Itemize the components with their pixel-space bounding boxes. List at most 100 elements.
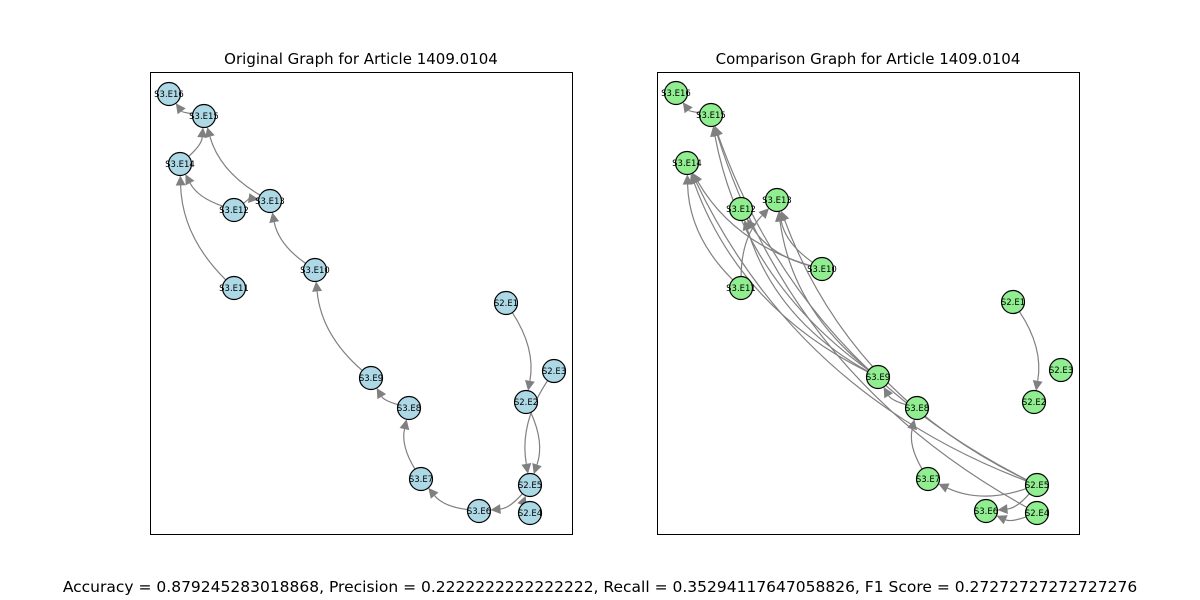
- node-label: S3.E10: [300, 266, 330, 276]
- node-label: S3.E10: [807, 265, 837, 275]
- edge-S3.E11-S3.E13: [740, 215, 763, 277]
- node-S3.E10: S3.E10: [300, 257, 330, 283]
- node-circle: [221, 275, 247, 301]
- node-circle: [904, 395, 930, 421]
- node-S3.E6: S3.E6: [467, 498, 491, 524]
- node-S3.E12: S3.E12: [726, 196, 756, 222]
- node-label: S3.E13: [762, 196, 792, 206]
- node-label: S3.E7: [916, 475, 940, 485]
- node-S2.E3: S2.E3: [1049, 357, 1073, 383]
- node-circle: [541, 358, 567, 384]
- node-S2.E4: S2.E4: [1025, 500, 1049, 526]
- node-circle: [674, 150, 700, 176]
- node-S3.E7: S3.E7: [409, 466, 433, 492]
- node-circle: [698, 102, 724, 128]
- arrowhead-S3.E9-S3.E10: [312, 281, 323, 292]
- node-label: S3.E12: [219, 206, 249, 216]
- arrowhead-S2.E4-S3.E6: [996, 515, 1008, 525]
- comparison-graph-frame: [657, 72, 1080, 535]
- node-circle: [1021, 389, 1047, 415]
- node-circle: [915, 466, 941, 492]
- node-circle: [257, 188, 283, 214]
- node-label: S2.E1: [494, 299, 518, 309]
- node-label: S2.E4: [1025, 509, 1049, 519]
- node-S3.E16: S3.E16: [154, 81, 184, 107]
- edge-S2.E5-S3.E15: [717, 135, 1027, 481]
- node-circle: [396, 395, 422, 421]
- edge-S3.E9-S3.E13: [779, 221, 870, 371]
- node-circle: [513, 389, 539, 415]
- node-S3.E14: S3.E14: [672, 150, 702, 176]
- node-circle: [191, 103, 217, 129]
- node-circle: [728, 275, 754, 301]
- edge-S3.E12-S3.E14: [189, 182, 224, 207]
- node-circle: [517, 472, 543, 498]
- node-label: S3.E12: [726, 205, 756, 215]
- edge-S3.E7-S3.E8: [910, 428, 923, 470]
- node-label: S2.E5: [518, 481, 542, 491]
- node-label: S3.E8: [905, 404, 929, 414]
- node-circle: [493, 290, 519, 316]
- arrowhead-S3.E15-S3.E16: [682, 102, 693, 114]
- node-label: S3.E15: [189, 112, 219, 122]
- arrowhead-S3.E11-S3.E14: [175, 175, 186, 186]
- arrowhead-S3.E9-S3.E12: [742, 220, 753, 231]
- node-label: S3.E15: [696, 111, 726, 121]
- edge-S2.E5-S3.E14: [695, 182, 1027, 482]
- node-S3.E9: S3.E9: [359, 365, 383, 391]
- edge-S3.E8-S3.E9: [888, 395, 907, 406]
- arrowhead-S3.E13-S3.E15: [205, 127, 215, 138]
- arrowhead-S2.E4-S3.E15: [712, 126, 723, 137]
- node-label: S3.E9: [359, 374, 383, 384]
- node-label: S2.E1: [1001, 298, 1025, 308]
- arrowhead-S3.E15-S3.E16: [175, 103, 186, 115]
- node-circle: [764, 187, 790, 213]
- node-label: S3.E16: [661, 89, 691, 99]
- edge-S2.E1-S2.E2: [1018, 311, 1040, 381]
- node-label: S3.E9: [866, 373, 890, 383]
- arrowhead-S2.E5-S3.E7: [938, 483, 950, 493]
- node-label: S2.E2: [1022, 398, 1046, 408]
- arrowhead-S2.E2-S2.E5: [532, 463, 542, 475]
- arrowhead-S2.E3-S2.E5: [521, 463, 532, 474]
- node-S2.E3: S2.E3: [541, 358, 567, 384]
- node-S3.E13: S3.E13: [255, 188, 285, 214]
- node-S3.E16: S3.E16: [661, 80, 691, 106]
- node-S2.E5: S2.E5: [1024, 472, 1050, 498]
- node-label: S3.E6: [974, 507, 998, 517]
- node-S2.E2: S2.E2: [513, 389, 539, 415]
- arrowhead-S2.E1-S2.E2: [525, 380, 535, 391]
- arrowhead-S3.E8-S3.E9: [376, 388, 387, 400]
- edge-S3.E13-S3.E15: [209, 136, 261, 196]
- node-S2.E1: S2.E1: [1001, 289, 1025, 315]
- edge-S3.E10-S3.E12: [751, 226, 812, 267]
- edge-S2.E2-S2.E5: [530, 412, 541, 465]
- original-graph-title: Original Graph for Article 1409.0104: [224, 50, 498, 68]
- node-label: S3.E14: [165, 160, 195, 170]
- metrics-caption: Accuracy = 0.879245283018868, Precision …: [62, 578, 1138, 596]
- edge-S3.E8-S3.E9: [381, 396, 399, 406]
- node-S3.E15: S3.E15: [696, 102, 726, 128]
- edge-S2.E5-S3.E6: [500, 493, 523, 510]
- node-circle: [865, 364, 891, 390]
- arrowhead-S2.E5-S3.E6: [490, 504, 501, 514]
- original-graph-edges: [175, 103, 549, 514]
- node-label: S2.E4: [518, 509, 542, 519]
- original-graph-frame: [150, 72, 573, 535]
- node-S3.E10: S3.E10: [807, 256, 837, 282]
- node-label: S3.E6: [467, 507, 491, 517]
- node-circle: [1024, 472, 1050, 498]
- comparison-graph-edges: [682, 102, 1043, 525]
- arrowhead-S3.E6-S3.E7: [428, 487, 439, 499]
- arrowhead-S2.E5-S3.E6: [997, 504, 1008, 514]
- arrowhead-S3.E11-S3.E13: [758, 208, 769, 219]
- arrowhead-S2.E1-S2.E2: [1032, 380, 1043, 391]
- edge-S2.E4-S3.E6: [1005, 516, 1027, 522]
- node-label: S2.E3: [542, 367, 566, 377]
- edge-S2.E5-S3.E6: [1007, 493, 1030, 510]
- node-circle: [221, 197, 247, 223]
- edge-S2.E5-S3.E7: [947, 487, 1027, 497]
- node-S3.E15: S3.E15: [189, 103, 219, 129]
- edge-S2.E4-S3.E15: [716, 135, 1028, 508]
